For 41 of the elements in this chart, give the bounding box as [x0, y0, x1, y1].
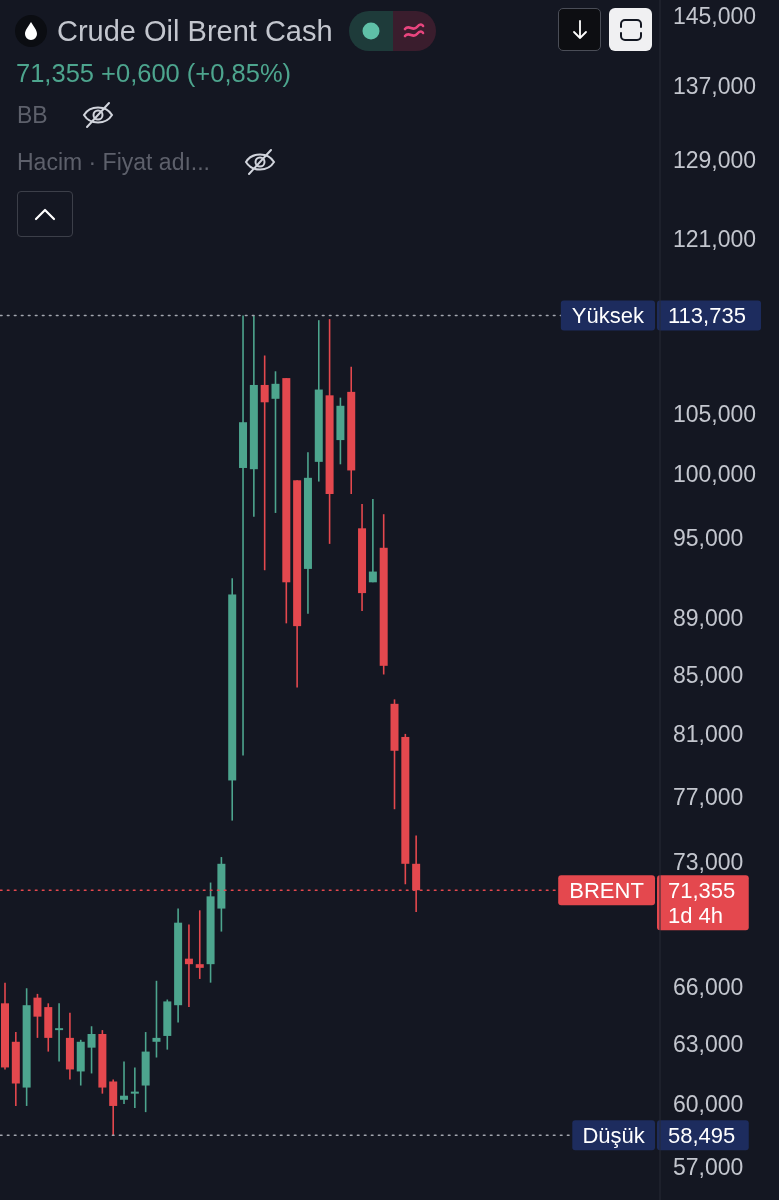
- candlestick: [55, 1002, 64, 1063]
- candlestick: [271, 370, 280, 514]
- candlestick: [130, 1066, 139, 1109]
- ref-line-label: Yüksek: [571, 303, 645, 329]
- candlestick: [260, 354, 269, 572]
- y-tick-label: 145,000: [673, 3, 757, 30]
- y-tick-label: 89,000: [673, 605, 744, 632]
- annotation: Hacim · Fiyat adı...: [17, 148, 210, 176]
- candlestick: [152, 979, 161, 1059]
- y-tick-label: 137,000: [673, 73, 757, 100]
- y-tick-label: 77,000: [673, 783, 744, 810]
- price-tag: 58,495: [657, 1120, 749, 1151]
- name-tag: Yüksek: [560, 300, 655, 331]
- y-tick-label: 81,000: [673, 721, 744, 748]
- y-tick-label: 121,000: [673, 226, 757, 253]
- candlestick: [184, 923, 193, 1008]
- ref-line-label: Düşük: [582, 1123, 646, 1149]
- candlestick: [239, 314, 248, 757]
- y-tick-label: 100,000: [673, 461, 757, 488]
- y-tick-label: 129,000: [673, 147, 757, 174]
- candlestick: [87, 1025, 96, 1075]
- candlestick: [195, 909, 204, 980]
- name-tag: Düşük: [572, 1120, 655, 1151]
- y-tick-label: 57,000: [673, 1154, 744, 1181]
- y-tick-label: 66,000: [673, 973, 744, 1000]
- y-tick-label: 95,000: [673, 524, 744, 551]
- text: 71,355 +0,600 (+0,85%): [16, 58, 292, 88]
- y-tick-label: 60,000: [673, 1091, 744, 1118]
- candlestick: [33, 993, 42, 1039]
- annotation: BB: [17, 101, 48, 129]
- text: Crude Oil Brent Cash: [57, 14, 333, 49]
- name-tag: BRENT: [558, 875, 655, 906]
- price-tag: 71,355 1d 4h: [657, 875, 749, 931]
- y-tick-label: 73,000: [673, 849, 744, 876]
- ref-line-label: BRENT: [569, 878, 644, 904]
- y-tick-label: 63,000: [673, 1031, 744, 1058]
- y-tick-label: 85,000: [673, 661, 744, 688]
- y-tick-label: 105,000: [673, 401, 757, 428]
- price-tag: 113,735: [657, 300, 761, 331]
- candlestick: [368, 498, 377, 584]
- candlestick: [120, 1060, 129, 1105]
